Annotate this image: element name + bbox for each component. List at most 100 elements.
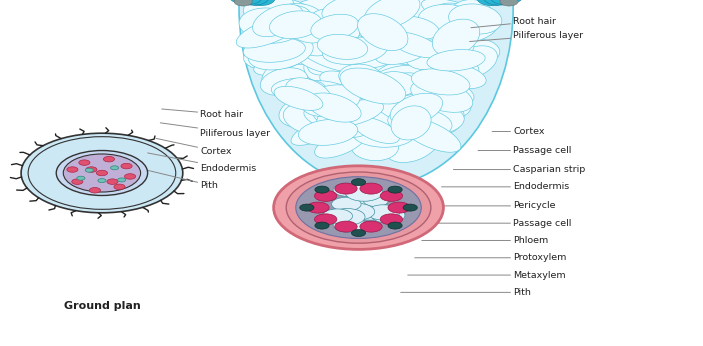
Ellipse shape (330, 83, 375, 113)
Ellipse shape (117, 178, 126, 182)
Text: Cortex: Cortex (156, 138, 232, 156)
Ellipse shape (63, 154, 141, 192)
Ellipse shape (77, 176, 85, 180)
Text: Endodermis: Endodermis (441, 182, 569, 191)
Ellipse shape (254, 52, 309, 75)
Ellipse shape (449, 4, 502, 34)
Ellipse shape (378, 37, 423, 65)
Ellipse shape (273, 166, 444, 249)
Ellipse shape (333, 183, 361, 196)
Ellipse shape (328, 78, 383, 112)
Ellipse shape (281, 83, 343, 116)
Ellipse shape (437, 3, 483, 28)
Ellipse shape (340, 68, 406, 104)
Ellipse shape (400, 118, 461, 152)
Text: Piliferous layer: Piliferous layer (470, 31, 583, 42)
Ellipse shape (391, 16, 439, 39)
Ellipse shape (314, 190, 337, 201)
Text: Protoxylem: Protoxylem (415, 253, 567, 262)
Ellipse shape (317, 100, 384, 127)
Ellipse shape (430, 63, 486, 89)
Ellipse shape (314, 214, 337, 225)
Ellipse shape (367, 205, 399, 220)
Ellipse shape (342, 72, 389, 97)
Ellipse shape (427, 49, 485, 71)
Ellipse shape (371, 208, 405, 223)
Ellipse shape (337, 61, 400, 84)
Ellipse shape (388, 186, 402, 193)
Ellipse shape (85, 168, 93, 172)
Ellipse shape (390, 93, 443, 125)
Ellipse shape (443, 16, 498, 43)
Ellipse shape (388, 35, 444, 67)
Ellipse shape (234, 0, 252, 6)
Ellipse shape (306, 33, 368, 62)
Ellipse shape (380, 190, 403, 201)
Ellipse shape (67, 167, 78, 172)
Ellipse shape (309, 9, 360, 44)
Ellipse shape (79, 160, 90, 165)
Ellipse shape (352, 120, 415, 147)
Text: Metaxylem: Metaxylem (408, 271, 566, 280)
Ellipse shape (298, 33, 361, 65)
Ellipse shape (279, 0, 341, 28)
Ellipse shape (490, 0, 524, 4)
Ellipse shape (311, 14, 359, 40)
Ellipse shape (323, 37, 387, 64)
Ellipse shape (274, 86, 323, 110)
Ellipse shape (264, 0, 314, 25)
Ellipse shape (477, 0, 510, 6)
Ellipse shape (397, 64, 463, 99)
Ellipse shape (333, 107, 397, 128)
Ellipse shape (228, 0, 262, 4)
Ellipse shape (382, 57, 434, 83)
Ellipse shape (385, 127, 439, 163)
Ellipse shape (260, 68, 308, 95)
Text: Pericycle: Pericycle (436, 201, 555, 210)
Ellipse shape (285, 32, 347, 73)
Text: Phloem: Phloem (422, 236, 548, 245)
Ellipse shape (425, 33, 474, 58)
Text: Cortex: Cortex (492, 127, 545, 136)
Ellipse shape (286, 172, 431, 243)
Ellipse shape (96, 170, 108, 176)
Ellipse shape (293, 28, 333, 51)
Ellipse shape (271, 79, 327, 101)
Ellipse shape (272, 19, 327, 51)
Ellipse shape (378, 37, 432, 64)
Ellipse shape (114, 184, 125, 190)
Text: Piliferous layer: Piliferous layer (160, 123, 271, 138)
Ellipse shape (404, 105, 464, 135)
Ellipse shape (285, 78, 332, 111)
Ellipse shape (375, 72, 417, 96)
Ellipse shape (244, 1, 309, 24)
Text: Pith: Pith (137, 168, 218, 190)
Ellipse shape (321, 9, 374, 43)
Ellipse shape (403, 204, 418, 211)
Ellipse shape (298, 119, 358, 145)
Text: Ground plan: Ground plan (63, 301, 141, 311)
Ellipse shape (297, 31, 337, 56)
Ellipse shape (307, 93, 361, 122)
Ellipse shape (367, 65, 425, 92)
Ellipse shape (242, 0, 275, 6)
Ellipse shape (278, 3, 323, 27)
Ellipse shape (281, 29, 346, 65)
Text: Pith: Pith (401, 288, 531, 297)
Ellipse shape (236, 16, 300, 48)
Ellipse shape (351, 132, 399, 161)
Ellipse shape (341, 98, 403, 126)
Ellipse shape (380, 214, 403, 225)
Ellipse shape (264, 38, 311, 69)
Ellipse shape (358, 122, 416, 150)
Ellipse shape (243, 38, 305, 62)
Ellipse shape (449, 0, 494, 33)
Ellipse shape (110, 166, 119, 170)
Ellipse shape (239, 0, 513, 187)
Ellipse shape (405, 22, 450, 51)
Ellipse shape (21, 133, 183, 213)
Ellipse shape (353, 36, 403, 68)
Ellipse shape (322, 209, 352, 223)
Ellipse shape (293, 76, 340, 104)
Ellipse shape (500, 0, 518, 6)
